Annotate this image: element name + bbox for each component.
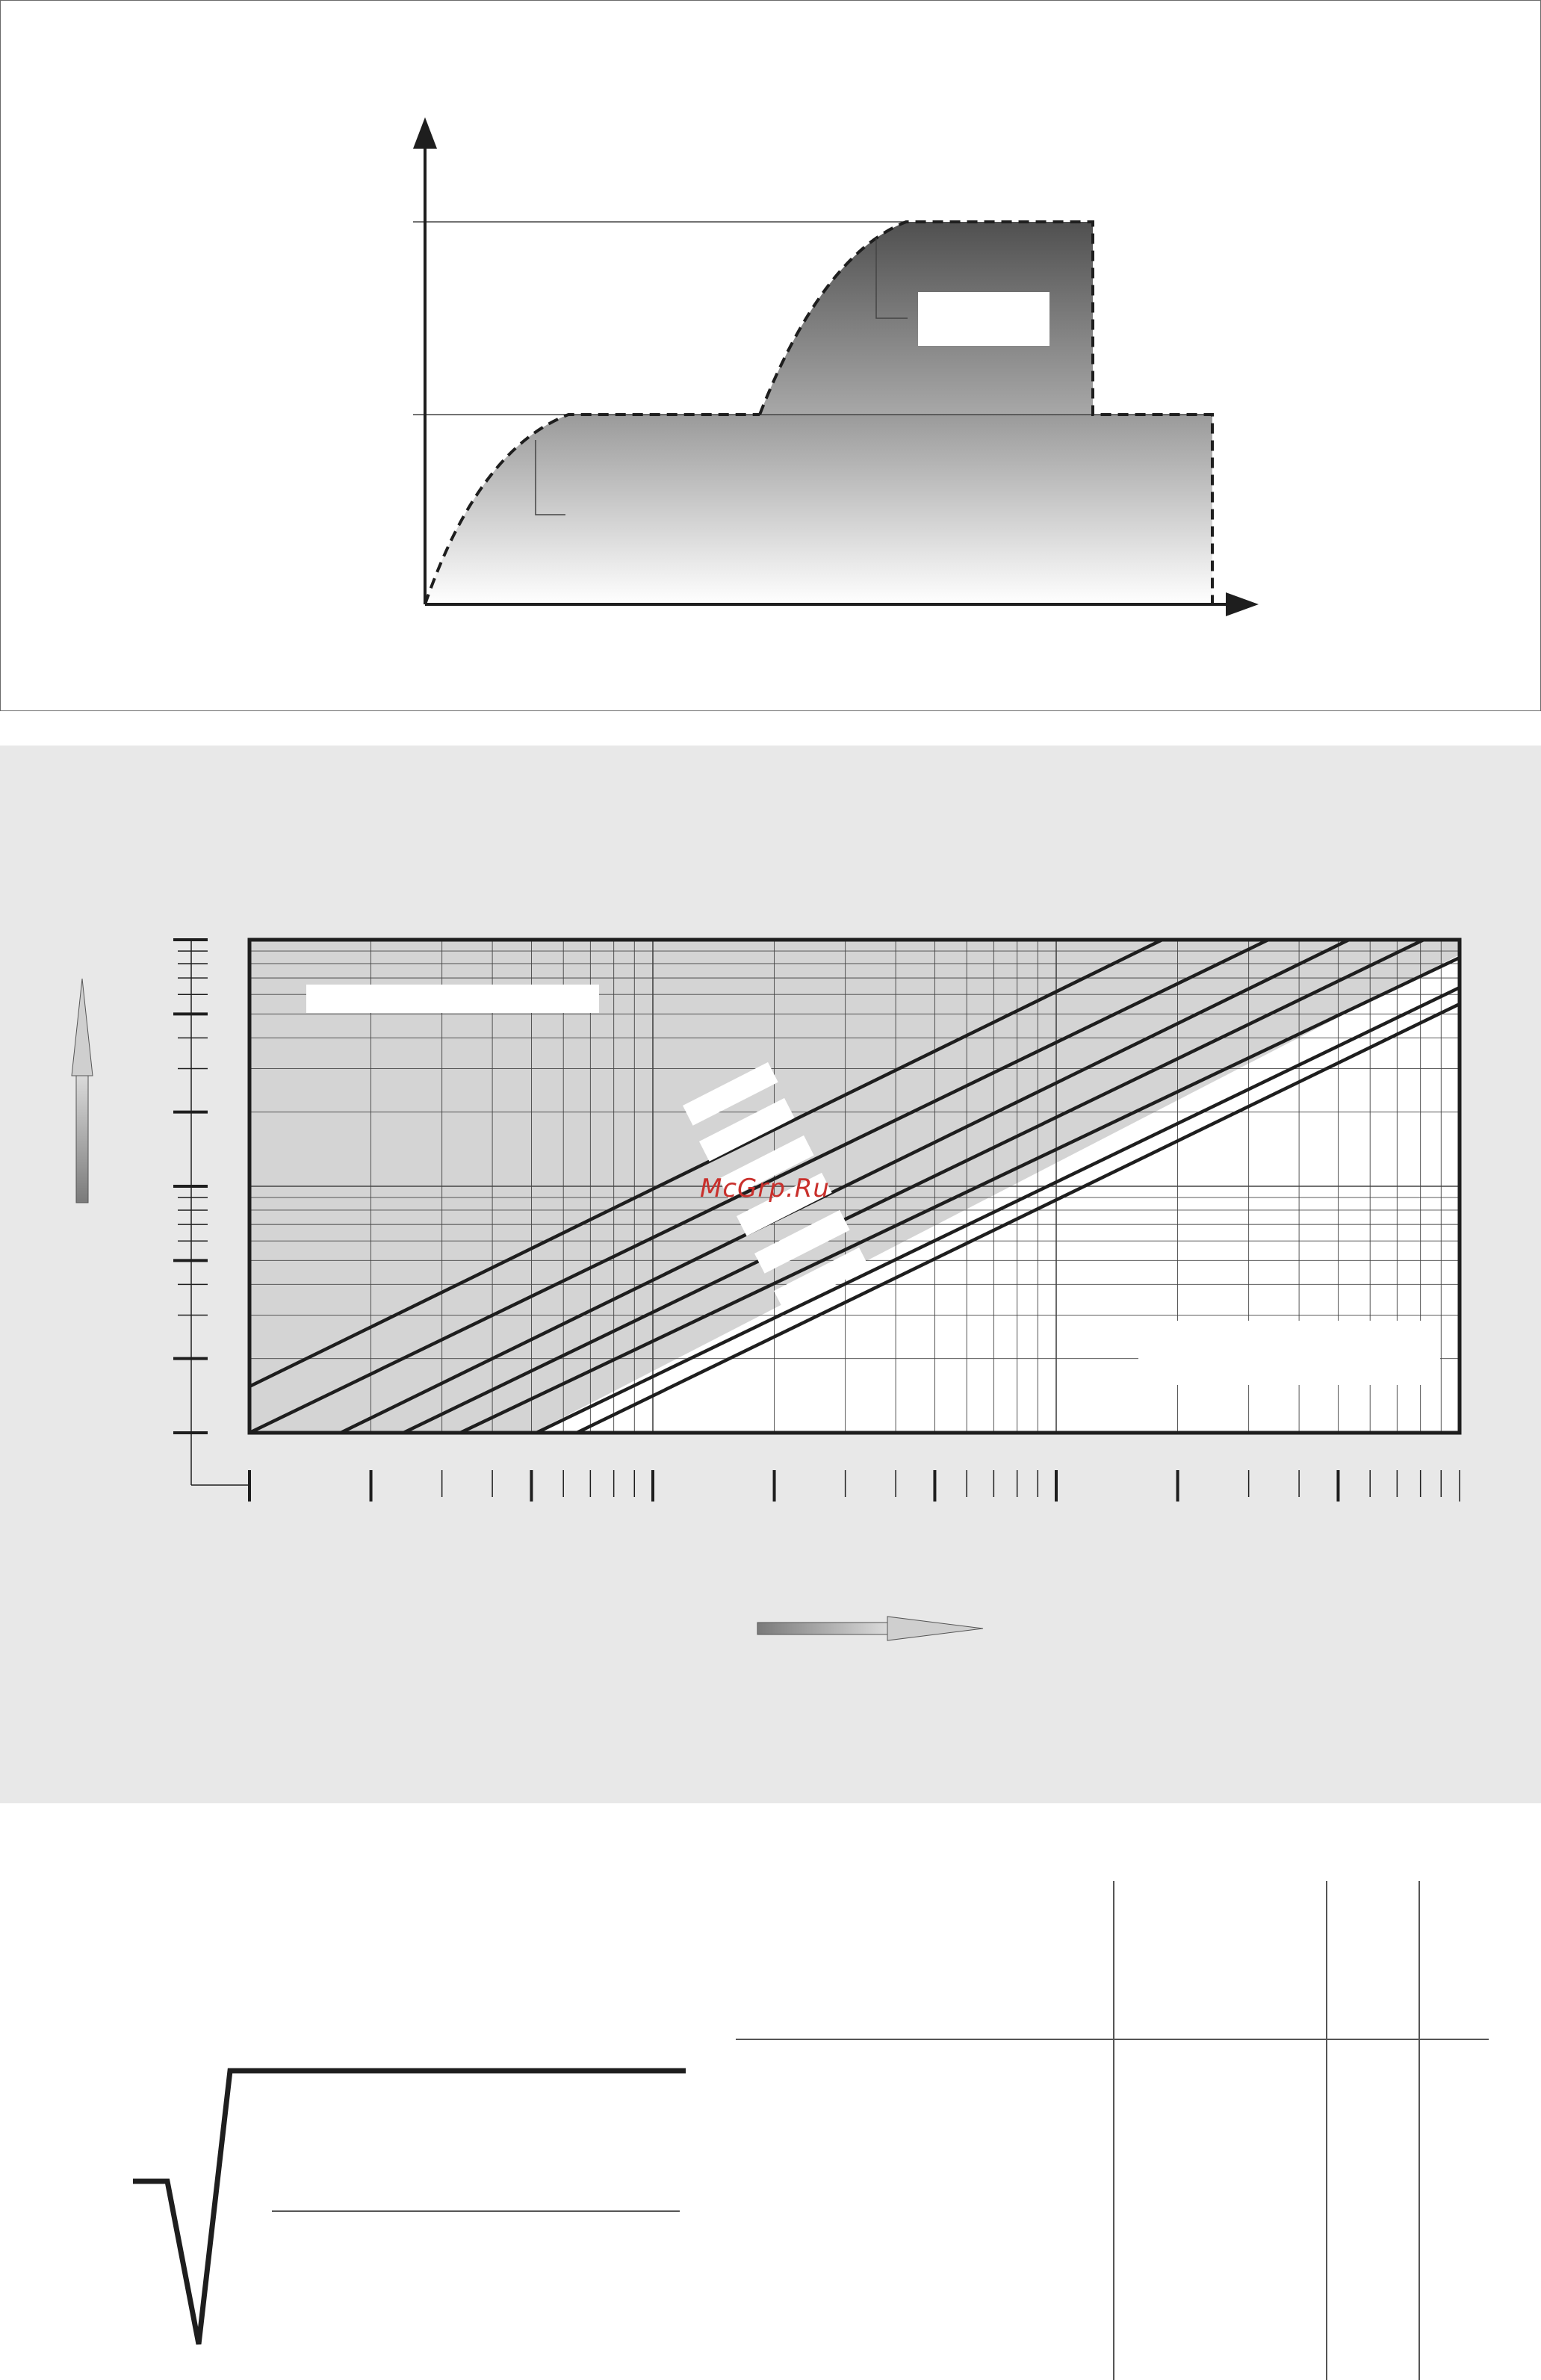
y-axis-arrow-icon [413, 117, 437, 149]
upper-leader-line [875, 238, 908, 319]
upper-dashed-outline [758, 220, 1214, 604]
lower-load-region [425, 415, 1212, 604]
line-label-box [774, 1247, 869, 1311]
lower-right-label-box [1138, 1321, 1440, 1385]
white-label-boxes [306, 985, 1440, 1385]
top-diagram-panel [0, 0, 1541, 711]
diagonal-line [459, 955, 1460, 1433]
line-label-box [698, 1097, 795, 1162]
upper-left-label-box [306, 985, 599, 1013]
y-direction-arrow-icon [71, 978, 93, 1203]
x-tick-scale [248, 1470, 1460, 1502]
watermark: McGrp.Ru [700, 1174, 830, 1203]
diagonal-line [340, 940, 1350, 1433]
log-chart [71, 938, 1462, 1641]
line-label-box [718, 1135, 814, 1199]
line-label-box [683, 1062, 778, 1126]
line-label-box [736, 1172, 832, 1236]
step-curve-diagram [413, 117, 1259, 616]
upper-label-box [918, 292, 1049, 346]
bottom-panel [0, 1803, 1541, 2380]
x-direction-arrow-icon [757, 1616, 984, 1641]
diagonal-line [576, 1002, 1460, 1433]
lower-dashed-outline [424, 413, 760, 605]
root-symbol [133, 2068, 686, 2345]
lower-leader-line [535, 440, 565, 515]
diagonal-line [403, 940, 1424, 1433]
diagonal-line [249, 940, 1269, 1433]
x-axis-arrow-icon [1226, 592, 1259, 616]
log-chart-panel [0, 746, 1541, 1803]
diagonal-line [249, 940, 1163, 1389]
bottom-diagram [133, 1881, 1489, 2380]
diagonal-lines-group [249, 940, 1460, 1433]
plot-frame [247, 938, 1462, 1435]
diagonal-line [536, 985, 1460, 1433]
y-tick-scale [173, 938, 208, 1434]
line-label-box [754, 1209, 850, 1274]
